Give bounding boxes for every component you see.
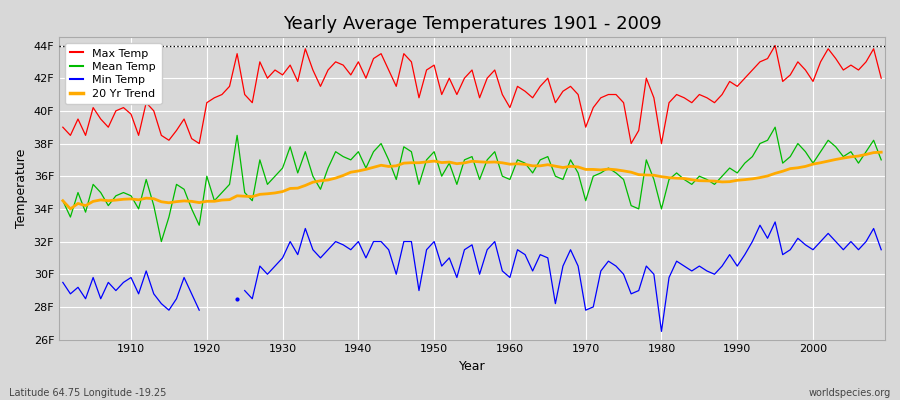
X-axis label: Year: Year	[459, 360, 485, 373]
Title: Yearly Average Temperatures 1901 - 2009: Yearly Average Temperatures 1901 - 2009	[283, 15, 662, 33]
Y-axis label: Temperature: Temperature	[15, 149, 28, 228]
Legend: Max Temp, Mean Temp, Min Temp, 20 Yr Trend: Max Temp, Mean Temp, Min Temp, 20 Yr Tre…	[65, 43, 162, 104]
Text: worldspecies.org: worldspecies.org	[809, 388, 891, 398]
Text: Latitude 64.75 Longitude -19.25: Latitude 64.75 Longitude -19.25	[9, 388, 166, 398]
